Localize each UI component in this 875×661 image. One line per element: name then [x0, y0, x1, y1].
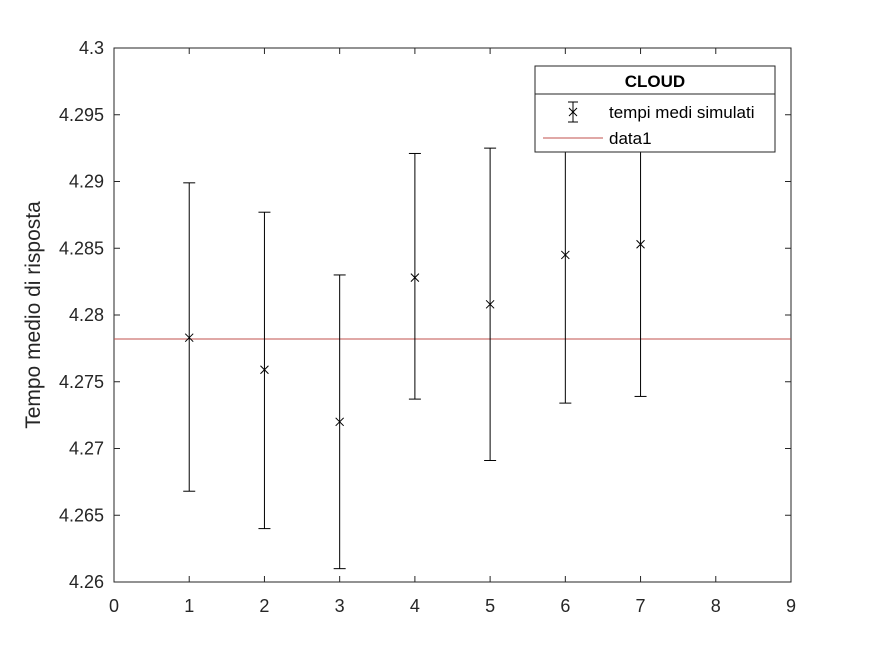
- x-marker-stroke-b: [184, 333, 194, 343]
- errorbar-point: [333, 274, 346, 570]
- y-tick-label: 4.29: [69, 172, 104, 192]
- errorbar-point: [183, 182, 196, 492]
- legend-entry-label: data1: [609, 129, 652, 148]
- x-marker-stroke-b: [560, 250, 570, 260]
- x-marker-stroke-b: [335, 417, 345, 427]
- legend-entry-label: tempi medi simulati: [609, 103, 755, 122]
- y-tick-label: 4.28: [69, 305, 104, 325]
- x-marker-stroke-b: [485, 299, 495, 309]
- legend-title: CLOUD: [625, 72, 685, 91]
- x-marker-stroke-b: [410, 273, 420, 282]
- x-tick-label: 7: [636, 596, 646, 616]
- y-tick-label: 4.285: [59, 238, 104, 258]
- y-tick-label: 4.3: [79, 38, 104, 58]
- x-tick-label: 1: [184, 596, 194, 616]
- y-axis-label: Tempo medio di risposta: [22, 201, 45, 429]
- legend-x-marker-b: [568, 107, 578, 117]
- x-tick-label: 5: [485, 596, 495, 616]
- x-tick-label: 9: [786, 596, 796, 616]
- errorbar-point: [484, 147, 497, 462]
- x-tick-label: 3: [335, 596, 345, 616]
- errorbar-point: [408, 152, 421, 400]
- x-tick-label: 4: [410, 596, 420, 616]
- x-marker-stroke-b: [636, 239, 645, 249]
- y-tick-label: 4.26: [69, 572, 104, 592]
- x-tick-label: 2: [259, 596, 269, 616]
- legend: CLOUD tempi medi simulati data1: [534, 65, 776, 153]
- x-tick-label: 6: [560, 596, 570, 616]
- errorbar-point: [258, 211, 271, 530]
- y-tick-label: 4.27: [69, 439, 104, 459]
- y-tick-label: 4.275: [59, 372, 104, 392]
- y-tick-label: 4.265: [59, 505, 104, 525]
- y-tick-label: 4.295: [59, 105, 104, 125]
- x-tick-label: 8: [711, 596, 721, 616]
- x-marker-stroke-b: [260, 365, 269, 375]
- x-tick-label: 0: [109, 596, 119, 616]
